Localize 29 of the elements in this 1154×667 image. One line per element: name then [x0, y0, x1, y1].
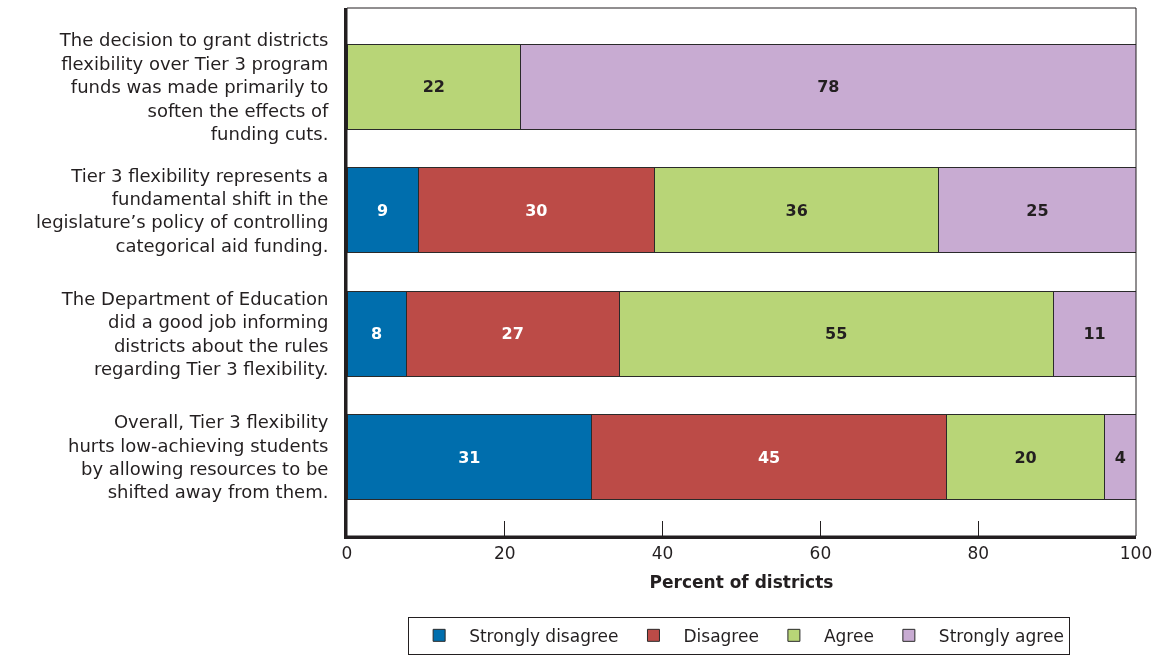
data-label: 4 [1114, 447, 1126, 467]
legend-label: Strongly disagree [469, 625, 619, 646]
data-label: 55 [825, 324, 848, 344]
legend-label: Disagree [683, 625, 759, 646]
data-label: 9 [376, 200, 389, 220]
y-tick-label: Tier 3 flexibility represents a fundamental shift in the legislature’s policy of controlling categorical aid funding. [36, 164, 329, 256]
x-tick-label: 20 [493, 543, 516, 564]
data-label: 20 [1014, 447, 1037, 467]
legend-label: Agree [823, 625, 874, 646]
x-tick-label: 40 [651, 543, 674, 564]
data-label: 31 [458, 447, 481, 467]
data-label: 36 [785, 200, 808, 220]
x-tick-label: 0 [341, 543, 353, 564]
data-label: 78 [817, 77, 840, 97]
data-label: 45 [757, 447, 781, 467]
x-tick-label: 60 [809, 543, 832, 564]
data-label: 8 [371, 324, 383, 344]
x-axis-title: Percent of districts [649, 571, 834, 592]
x-tick-label: 80 [967, 543, 990, 564]
data-label: 25 [1026, 200, 1049, 220]
data-label: 27 [501, 324, 524, 344]
data-label: 11 [1083, 324, 1106, 344]
x-tick-label: 100 [1119, 543, 1153, 564]
y-tick-label: Overall, Tier 3 flexibility hurts low-achieving students by allowing resources to be shifted away from them. [67, 411, 329, 503]
data-label: 22 [422, 77, 445, 97]
y-tick-label: The Department of Education did a good job informing districts about the rules regarding Tier 3 flexibility. [60, 287, 329, 380]
legend-label: Strongly agree [938, 625, 1064, 646]
data-label: 30 [525, 200, 548, 220]
y-tick-label: The decision to grant districts flexibility over Tier 3 program funds was made primarily to soften the effects of funding cuts. [58, 29, 330, 145]
